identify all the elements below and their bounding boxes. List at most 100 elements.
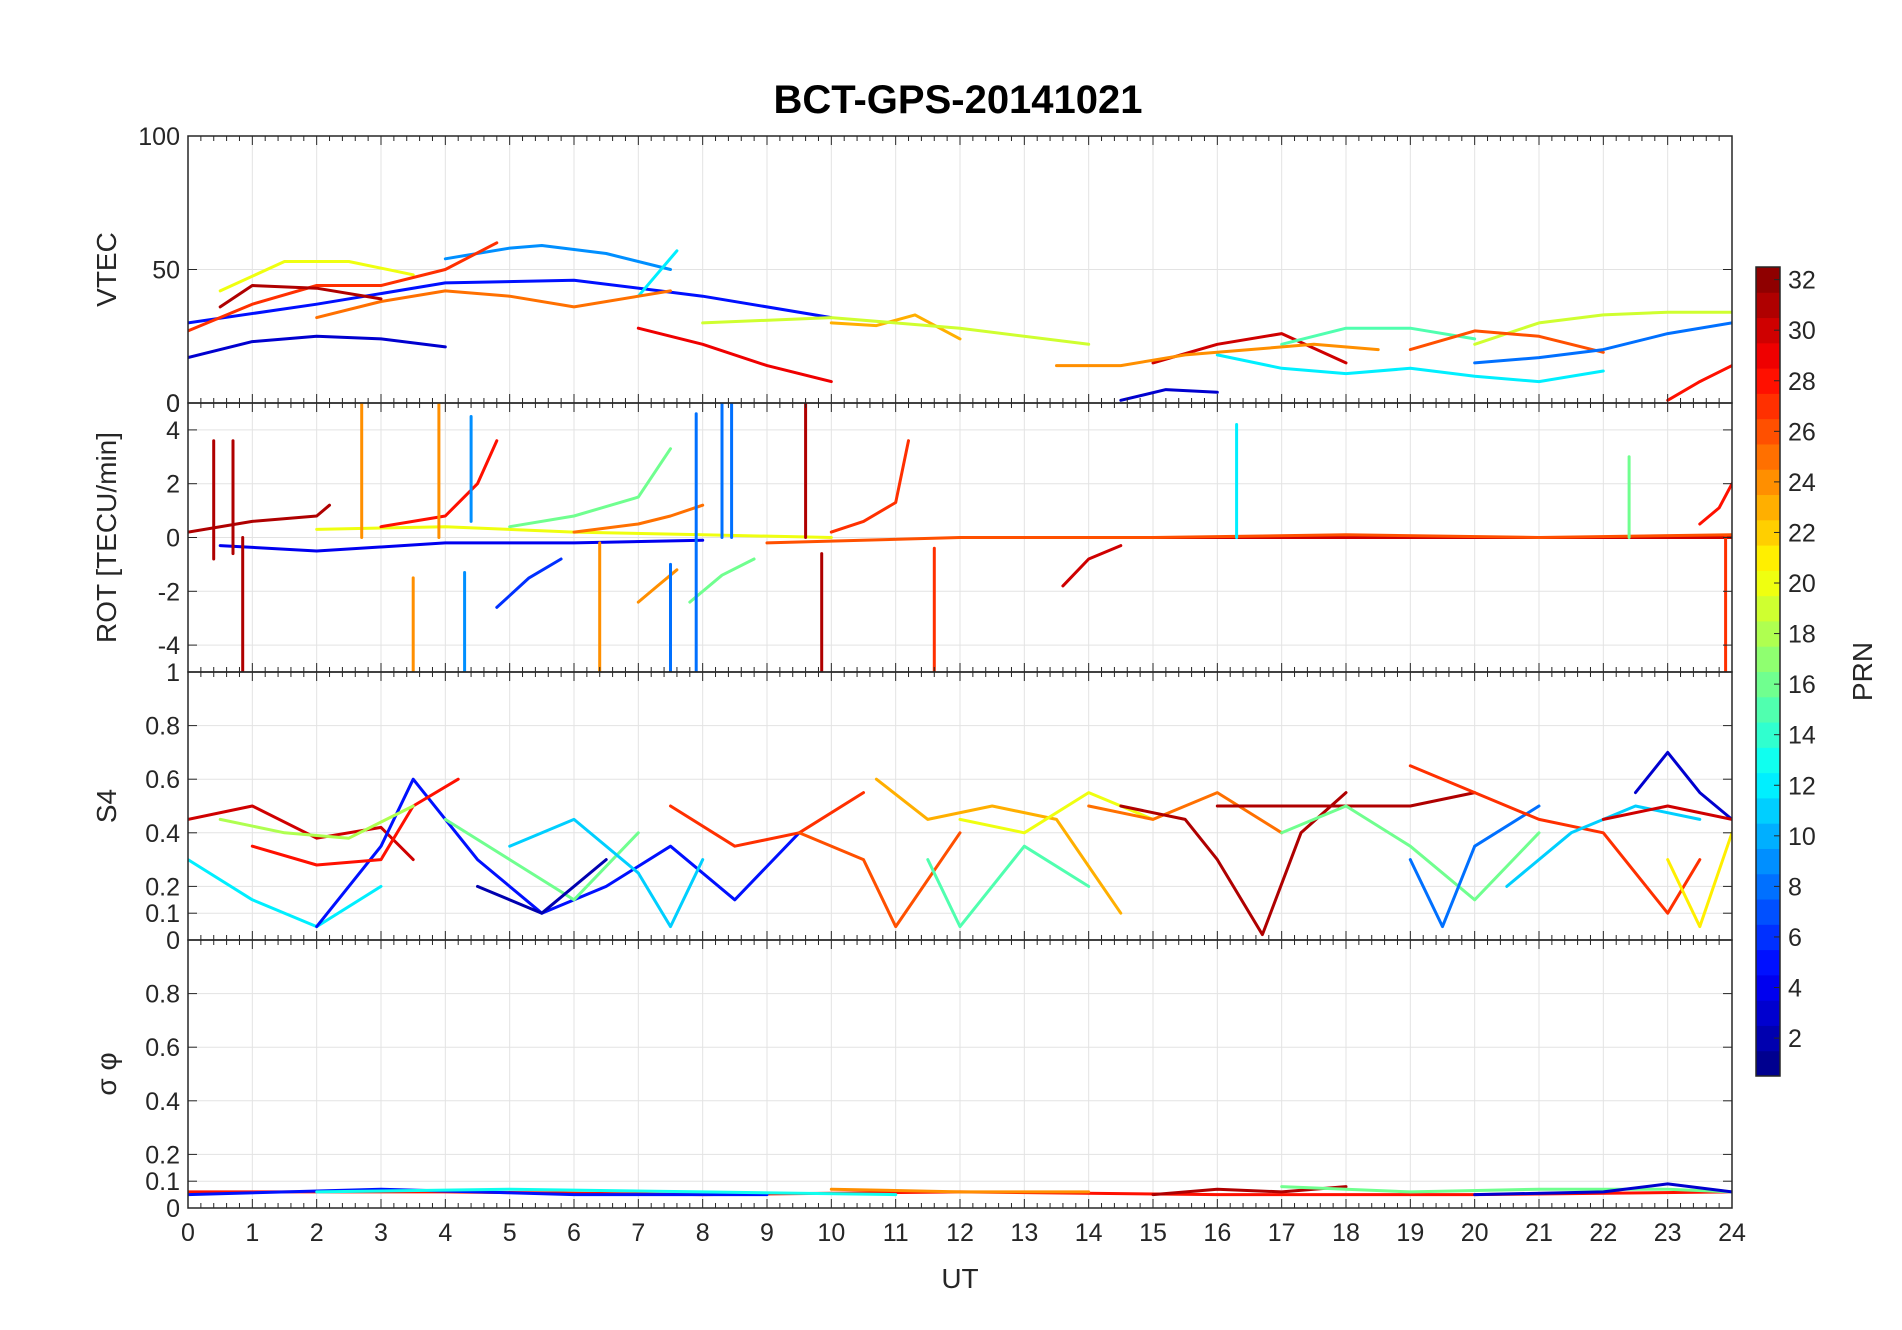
- s4-series-prn-31: [1119, 791, 1348, 937]
- rot-series-prn-30: [1061, 544, 1123, 588]
- colorbar-tick-label: 12: [1788, 772, 1816, 800]
- colorbar-swatch: [1756, 1050, 1780, 1077]
- colorbar-swatch: [1756, 646, 1780, 672]
- colorbar-tick-label: 24: [1788, 469, 1816, 497]
- colorbar-tick-label: 10: [1788, 823, 1816, 851]
- rot-series-prn-28: [379, 439, 499, 529]
- x-tick-label: 9: [760, 1219, 774, 1247]
- sigma-series-prn-5: [188, 1187, 769, 1197]
- y-tick-label: -2: [158, 578, 180, 606]
- vtec-series-prn-19: [1473, 310, 1732, 346]
- s4-series-prn-3: [1634, 750, 1732, 821]
- sigma-series-prn-24: [829, 1187, 1091, 1194]
- y-tick-label: 0.4: [145, 1088, 180, 1116]
- y-tick-label: 0.2: [145, 1141, 180, 1169]
- x-axis-label: UT: [941, 1263, 978, 1294]
- rot-series-prn-28: [1698, 482, 1732, 526]
- colorbar-swatch: [1756, 1000, 1780, 1026]
- y-tick-label: 0.8: [145, 713, 180, 741]
- colorbar-swatch: [1756, 949, 1780, 976]
- x-tick-label: 7: [631, 1219, 645, 1247]
- x-tick-label: 3: [374, 1219, 388, 1247]
- y-tick-label: 1: [166, 659, 180, 687]
- vtec-series-prn-28: [1666, 364, 1732, 402]
- colorbar-tick-label: 8: [1788, 873, 1802, 901]
- s4-grid: [187, 672, 1733, 941]
- colorbar-tick-label: 28: [1788, 368, 1816, 396]
- y-tick-label: 0.8: [145, 981, 180, 1009]
- x-tick-label: 21: [1525, 1219, 1553, 1247]
- y-tick-label: 0.1: [145, 1168, 180, 1196]
- s4-series-prn-2: [476, 858, 608, 915]
- x-tick-label: 19: [1396, 1219, 1424, 1247]
- vtec-series-prn-3: [1119, 388, 1219, 402]
- colorbar-swatch: [1756, 696, 1780, 723]
- s4-series-prn-25: [1087, 791, 1284, 835]
- s4-series-prn-28: [250, 777, 460, 867]
- x-tick-label: 5: [503, 1219, 517, 1247]
- colorbar-tick-label: 4: [1788, 975, 1802, 1003]
- y-tick-label: 0: [166, 390, 180, 418]
- y-tick-label: 0: [166, 390, 180, 418]
- s4-series-prn-16: [443, 817, 640, 902]
- y-tick-label: 0.4: [145, 820, 180, 848]
- sigma-series-group: [188, 1182, 1732, 1197]
- y-tick-label: 0.6: [145, 1034, 180, 1062]
- colorbar-label: PRN: [1847, 642, 1878, 701]
- vtec-series-prn-3: [188, 334, 447, 360]
- y-tick-label: 0: [166, 525, 180, 553]
- panel-vtec: 0 50 100 VTEC: [91, 123, 1733, 418]
- sigma-ylabel: σ φ: [91, 1052, 122, 1095]
- s4-series-prn-30: [1601, 804, 1732, 821]
- y-tick-label: 100: [138, 123, 180, 151]
- colorbar-tick-label: 6: [1788, 924, 1802, 952]
- panel-sigma: 00.10.20.40.60.8σ φ0 1 2 3 4 5 6 7 8 9 10 11 12 13 14 1…: [91, 939, 1746, 1294]
- colorbar-swatch: [1756, 393, 1780, 420]
- sigma-series-prn-3: [1473, 1182, 1732, 1197]
- x-tick-label: 14: [1075, 1219, 1103, 1247]
- x-tick-label: 11: [883, 1219, 909, 1247]
- vtec-series-prn-25: [315, 289, 672, 320]
- x-tick-label: 24: [1718, 1219, 1746, 1247]
- x-tick-label: 8: [696, 1219, 710, 1247]
- colorbar-swatch: [1756, 545, 1780, 571]
- s4-series-prn-5: [315, 777, 801, 929]
- x-tick-label: 18: [1332, 1219, 1360, 1247]
- rot-series-prn-25: [572, 503, 705, 534]
- colorbar-swatch: [1756, 494, 1780, 521]
- y-tick-label: 4: [166, 417, 180, 445]
- rot-series-prn-16: [508, 447, 672, 529]
- vtec-series-prn-24: [1055, 342, 1380, 368]
- y-tick-label: 0.2: [145, 873, 180, 901]
- x-tick-label: 10: [817, 1219, 845, 1247]
- sigma-grid: [187, 940, 1733, 1209]
- colorbar-swatch: [1756, 848, 1780, 875]
- y-tick-label: 0.1: [145, 900, 180, 928]
- rot-series-group: [188, 403, 1732, 672]
- s4-series-prn-21: [1666, 831, 1732, 929]
- x-tick-label: 13: [1010, 1219, 1038, 1247]
- y-tick-label: 50: [152, 257, 180, 285]
- s4-series-prn-15: [926, 844, 1091, 929]
- colorbar-tick-label: 30: [1788, 317, 1816, 345]
- vtec-series-prn-12: [1215, 353, 1605, 384]
- s4-series-prn-16: [1280, 804, 1541, 902]
- vtec-series-prn-9: [443, 244, 672, 271]
- colorbar-swatch: [1756, 342, 1780, 369]
- x-tick-label: 2: [310, 1219, 324, 1247]
- y-tick-label: -4: [158, 632, 180, 660]
- s4-ylabel: S4: [91, 789, 122, 823]
- x-tick-label: 20: [1461, 1219, 1489, 1247]
- s4-series-prn-30: [188, 804, 415, 862]
- vtec-series-prn-29: [636, 326, 833, 384]
- x-tick-label: 1: [245, 1219, 259, 1247]
- vtec-series-prn-26: [1408, 329, 1605, 354]
- s4-series-prn-11: [508, 817, 705, 929]
- x-tick-label: 4: [438, 1219, 452, 1247]
- vtec-series-prn-19: [701, 316, 1091, 346]
- colorbar-tick-label: 32: [1788, 267, 1816, 295]
- rot-ylabel: ROT [TECU/min]: [91, 432, 122, 643]
